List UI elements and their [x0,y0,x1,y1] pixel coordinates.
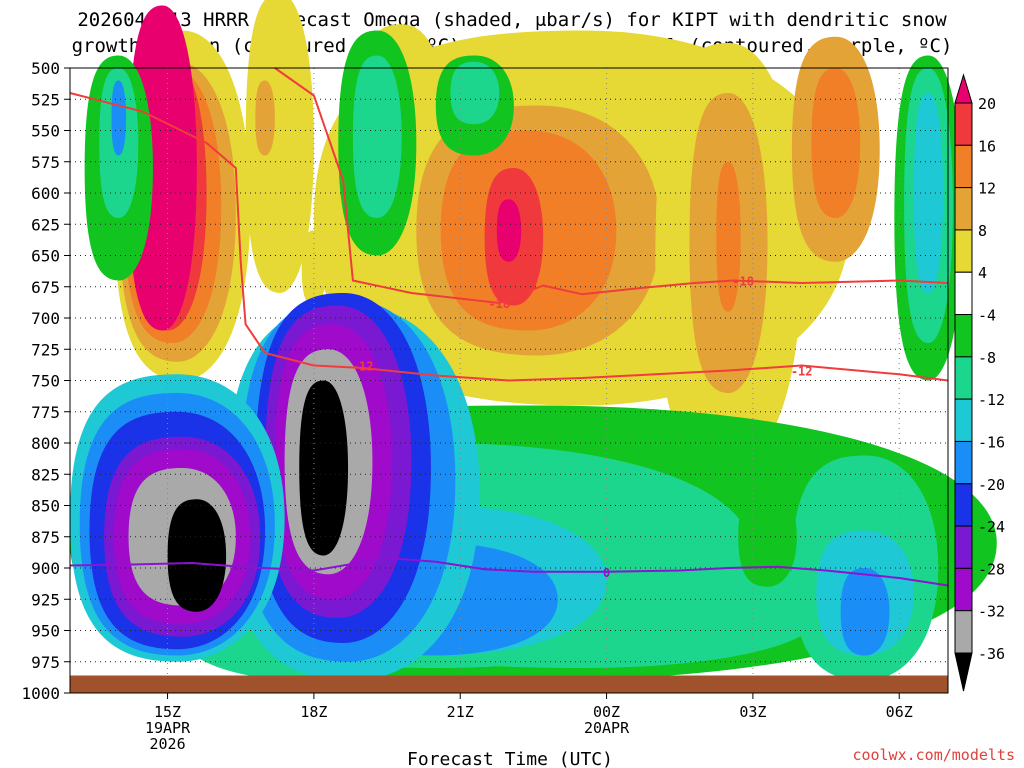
colorbar-label-0: 20 [978,95,996,113]
colorbar-bin-8 [954,398,973,442]
y-tick-label-900: 900 [31,559,60,578]
colorbar-label-2: 12 [978,180,996,198]
ascent-shade-5 [738,486,797,587]
colorbar-bin-5 [954,271,973,316]
y-tick-label-525: 525 [31,90,60,109]
colorbar-label-10: -24 [978,518,1005,536]
colorbar-label-7: -12 [978,391,1005,409]
descent-shade-11 [255,80,275,156]
colorbar-bottom-arrow [954,652,973,692]
descent-shade-9 [811,68,861,218]
contour-line-2 [69,556,949,587]
y-tick-label-975: 975 [31,653,60,672]
y-tick-label-1000: 1000 [21,684,60,703]
contour-label-3: -12 [791,365,813,379]
y-tick-label-875: 875 [31,528,60,547]
contour-label-1: -18 [732,275,754,289]
colorbar-bin-4 [954,229,973,273]
descent-shade-7 [716,161,741,312]
colorbar-bin-12 [954,567,973,612]
y-tick-label-825: 825 [31,465,60,484]
x-tick-date-3: 20APR [584,719,630,737]
x-tick-label-1: 18Z [300,703,327,721]
omega-shaded-field [70,0,997,681]
colorbar-label-13: -36 [978,645,1005,663]
y-tick-label-750: 750 [31,372,60,391]
colorbar-label-3: 8 [978,222,987,240]
upper-ascent-2 [111,80,127,156]
y-tick-label-925: 925 [31,590,60,609]
y-tick-label-650: 650 [31,247,60,266]
colorbar-bin-10 [954,483,973,527]
colorbar-bin-3 [954,187,973,231]
contour-label-4: 0 [359,558,366,572]
y-tick-label-700: 700 [31,309,60,328]
contour-line-1 [69,92,949,382]
y-tick-label-800: 800 [31,434,60,453]
colorbar-label-5: -4 [978,307,996,325]
contour-label-5: 0 [603,566,610,580]
y-tick-label-600: 600 [31,184,60,203]
y-axis-ticks: 500 525 550 575 600 625 650 675 700 725 750 775 800 8… [21,59,70,703]
colorbar-bin-6 [954,314,973,358]
ground-strip [70,675,948,693]
contour-label-2: -12 [352,360,374,374]
chart-title-line1: 2026041913 HRRR Forecast Omega (shaded, … [77,9,947,31]
descent-shade-4 [496,199,522,262]
x-tick-year-0: 2026 [149,735,185,753]
colorbar-top-arrow [954,73,973,104]
x-tick-label-5: 06Z [886,703,913,721]
colorbar-bin-7 [954,356,973,400]
y-tick-label-625: 625 [31,215,60,234]
y-tick-label-550: 550 [31,122,60,141]
colorbar-bin-13 [954,610,973,654]
y-tick-label-850: 850 [31,497,60,516]
contour-line-0 [274,67,949,305]
grid-lines [70,68,948,693]
colorbar-bin-2 [954,144,973,189]
ascent-shade-16 [299,380,349,556]
contour-lines: -18 -18 -12 -12 0 0 [69,67,949,587]
descent-column-4 [128,5,197,331]
upper-ascent-9 [913,93,944,293]
ascent-shade-7 [840,568,890,656]
upper-ascent-4 [352,55,402,218]
colorbar-label-8: -16 [978,433,1005,451]
y-tick-label-575: 575 [31,153,60,172]
y-tick-label-725: 725 [31,340,60,359]
y-tick-label-675: 675 [31,278,60,297]
y-tick-label-775: 775 [31,403,60,422]
upper-ascent-6 [450,61,500,125]
y-tick-label-950: 950 [31,622,60,641]
colorbar-label-1: 16 [978,137,996,155]
credit-link[interactable]: coolwx.com/modelts [852,746,1015,764]
x-tick-label-3: 00Z [593,703,620,721]
colorbar-bin-9 [954,440,973,485]
colorbar-bin-11 [954,525,973,569]
contour-label-0: -18 [488,297,510,311]
colorbar-label-12: -32 [978,603,1005,621]
ascent-shade-23 [167,499,227,612]
y-tick-label-500: 500 [31,59,60,78]
x-tick-date-0: 19APR [145,719,191,737]
x-tick-label-4: 03Z [739,703,766,721]
colorbar-label-11: -28 [978,560,1005,578]
colorbar-bin-1 [954,102,973,146]
colorbar-label-4: 4 [978,264,987,282]
x-tick-label-0: 15Z [154,703,181,721]
colorbar: 20 16 12 8 4 -4 -8 -12 -16 -20 -24 -28 -32 -36 [954,73,1005,692]
descent-shade-10 [245,0,314,293]
x-tick-label-2: 21Z [447,703,474,721]
x-axis-label: Forecast Time (UTC) [407,749,613,768]
colorbar-label-9: -20 [978,476,1005,494]
colorbar-label-6: -8 [978,349,996,367]
